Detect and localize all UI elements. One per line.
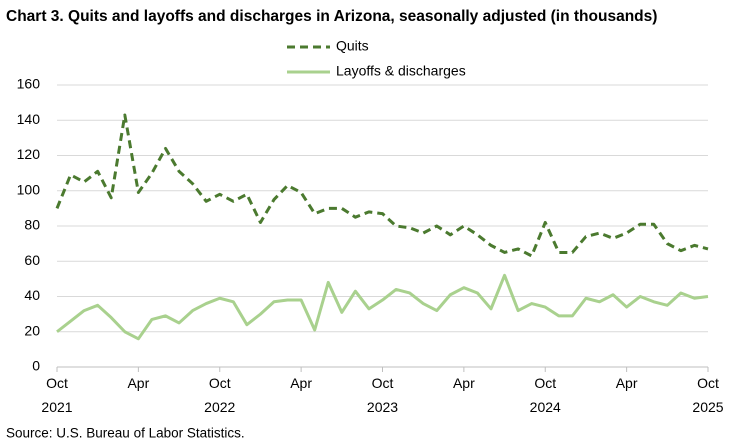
x-tick-label: Oct 2025	[692, 375, 723, 415]
y-tick-label: 60	[24, 252, 40, 268]
y-tick-label: 0	[32, 358, 40, 374]
y-tick-label: 40	[24, 287, 40, 303]
legend-label: Layoffs & discharges	[336, 63, 466, 79]
x-tick-label: Oct 2023	[367, 375, 398, 415]
x-tick-label: Oct 2024	[530, 375, 561, 415]
y-tick-label: 140	[17, 111, 41, 127]
x-tick-label: Apr	[290, 375, 312, 391]
x-tick-label: Oct 2021	[41, 375, 72, 415]
source-note: Source: U.S. Bureau of Labor Statistics.	[6, 426, 245, 441]
x-tick-label: Apr	[453, 375, 475, 391]
y-tick-label: 100	[17, 181, 41, 197]
y-tick-label: 120	[17, 146, 41, 162]
x-tick-label: Oct 2022	[204, 375, 235, 415]
legend-label: Quits	[336, 38, 369, 54]
series-line	[55, 113, 709, 258]
y-tick-label: 20	[24, 322, 40, 338]
y-tick-label: 160	[17, 76, 41, 92]
series-line	[56, 273, 709, 341]
y-tick-label: 80	[24, 217, 40, 233]
chart-title: Chart 3. Quits and layoffs and discharge…	[6, 8, 657, 25]
x-tick-label: Apr	[127, 375, 149, 391]
x-tick-label: Apr	[616, 375, 638, 391]
